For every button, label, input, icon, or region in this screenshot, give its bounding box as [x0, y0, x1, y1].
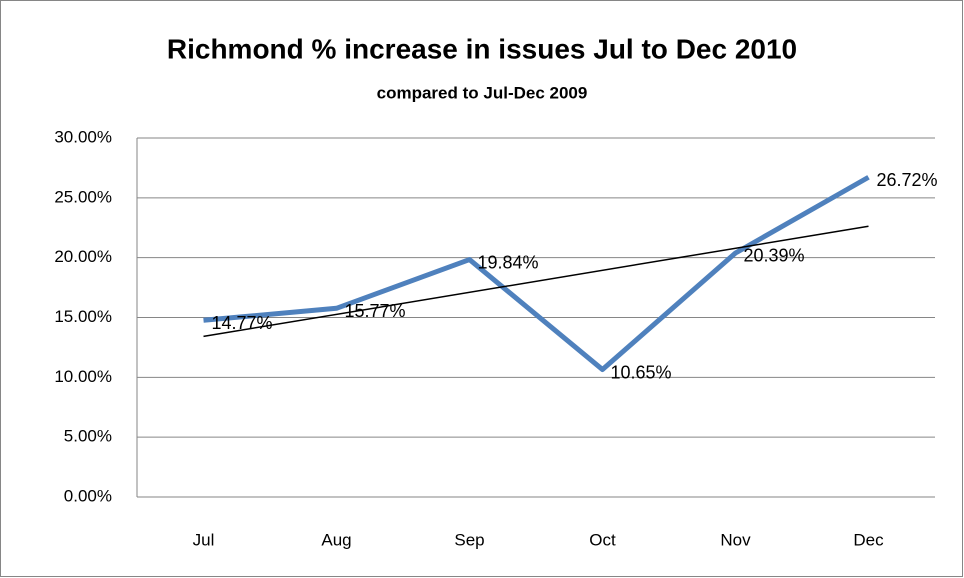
x-tick-label: Dec — [853, 530, 884, 549]
x-tick-label: Nov — [720, 530, 751, 549]
data-label: 14.77% — [212, 313, 273, 333]
y-tick-label: 30.00% — [54, 127, 112, 146]
chart-subtitle: compared to Jul-Dec 2009 — [377, 83, 588, 102]
x-tick-label: Aug — [321, 530, 351, 549]
series-line — [203, 175, 870, 373]
y-tick-label: 25.00% — [54, 187, 112, 206]
chart-title: Richmond % increase in issues Jul to Dec… — [167, 33, 797, 64]
data-label: 10.65% — [611, 362, 672, 382]
y-tick-label: 0.00% — [64, 486, 112, 505]
x-tick-label: Jul — [193, 530, 215, 549]
y-tick-label: 20.00% — [54, 247, 112, 266]
trendline — [203, 225, 869, 338]
y-tick-label: 10.00% — [54, 367, 112, 386]
data-label: 19.84% — [478, 252, 539, 272]
x-tick-label: Sep — [454, 530, 484, 549]
x-tick-label: Oct — [589, 530, 616, 549]
y-tick-label: 5.00% — [64, 427, 112, 446]
data-label: 26.72% — [877, 170, 938, 190]
data-label: 15.77% — [345, 301, 406, 321]
y-tick-label: 15.00% — [54, 307, 112, 326]
data-label: 20.39% — [744, 246, 805, 266]
